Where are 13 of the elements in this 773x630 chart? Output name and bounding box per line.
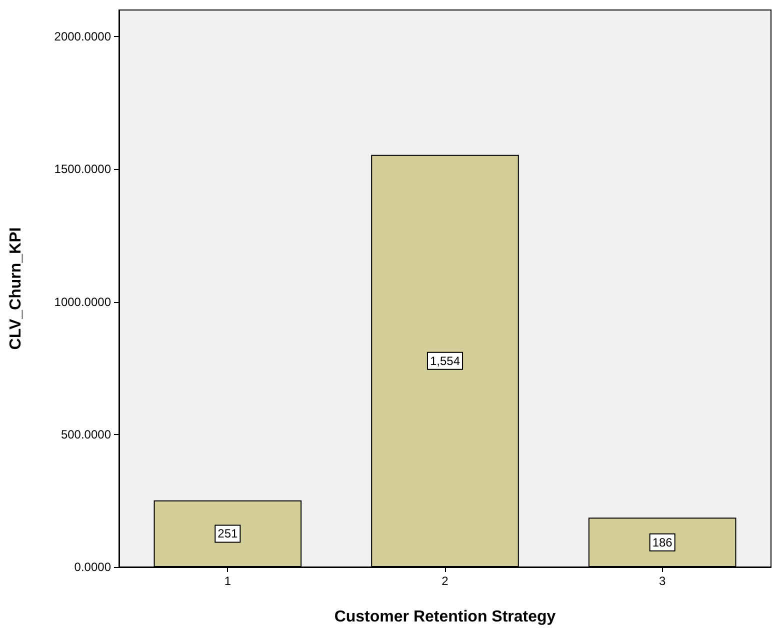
x-axis-title: Customer Retention Strategy bbox=[334, 608, 556, 626]
y-tick-label: 1000.0000 bbox=[54, 294, 112, 309]
x-tick-label: 3 bbox=[658, 574, 666, 588]
x-tick-label: 2 bbox=[442, 574, 449, 588]
x-tick-label: 1 bbox=[224, 574, 232, 588]
y-tick-label: 1500.0000 bbox=[54, 162, 112, 176]
data-label: 251 bbox=[218, 526, 238, 541]
data-label: 186 bbox=[652, 535, 673, 550]
y-tick-label: 0.0000 bbox=[74, 560, 112, 574]
y-tick-label: 500.0000 bbox=[60, 427, 112, 442]
y-tick-label: 2000.0000 bbox=[54, 30, 112, 44]
data-label: 1,554 bbox=[430, 354, 460, 368]
y-axis-title: CLV_Churn_KPI bbox=[8, 227, 24, 350]
